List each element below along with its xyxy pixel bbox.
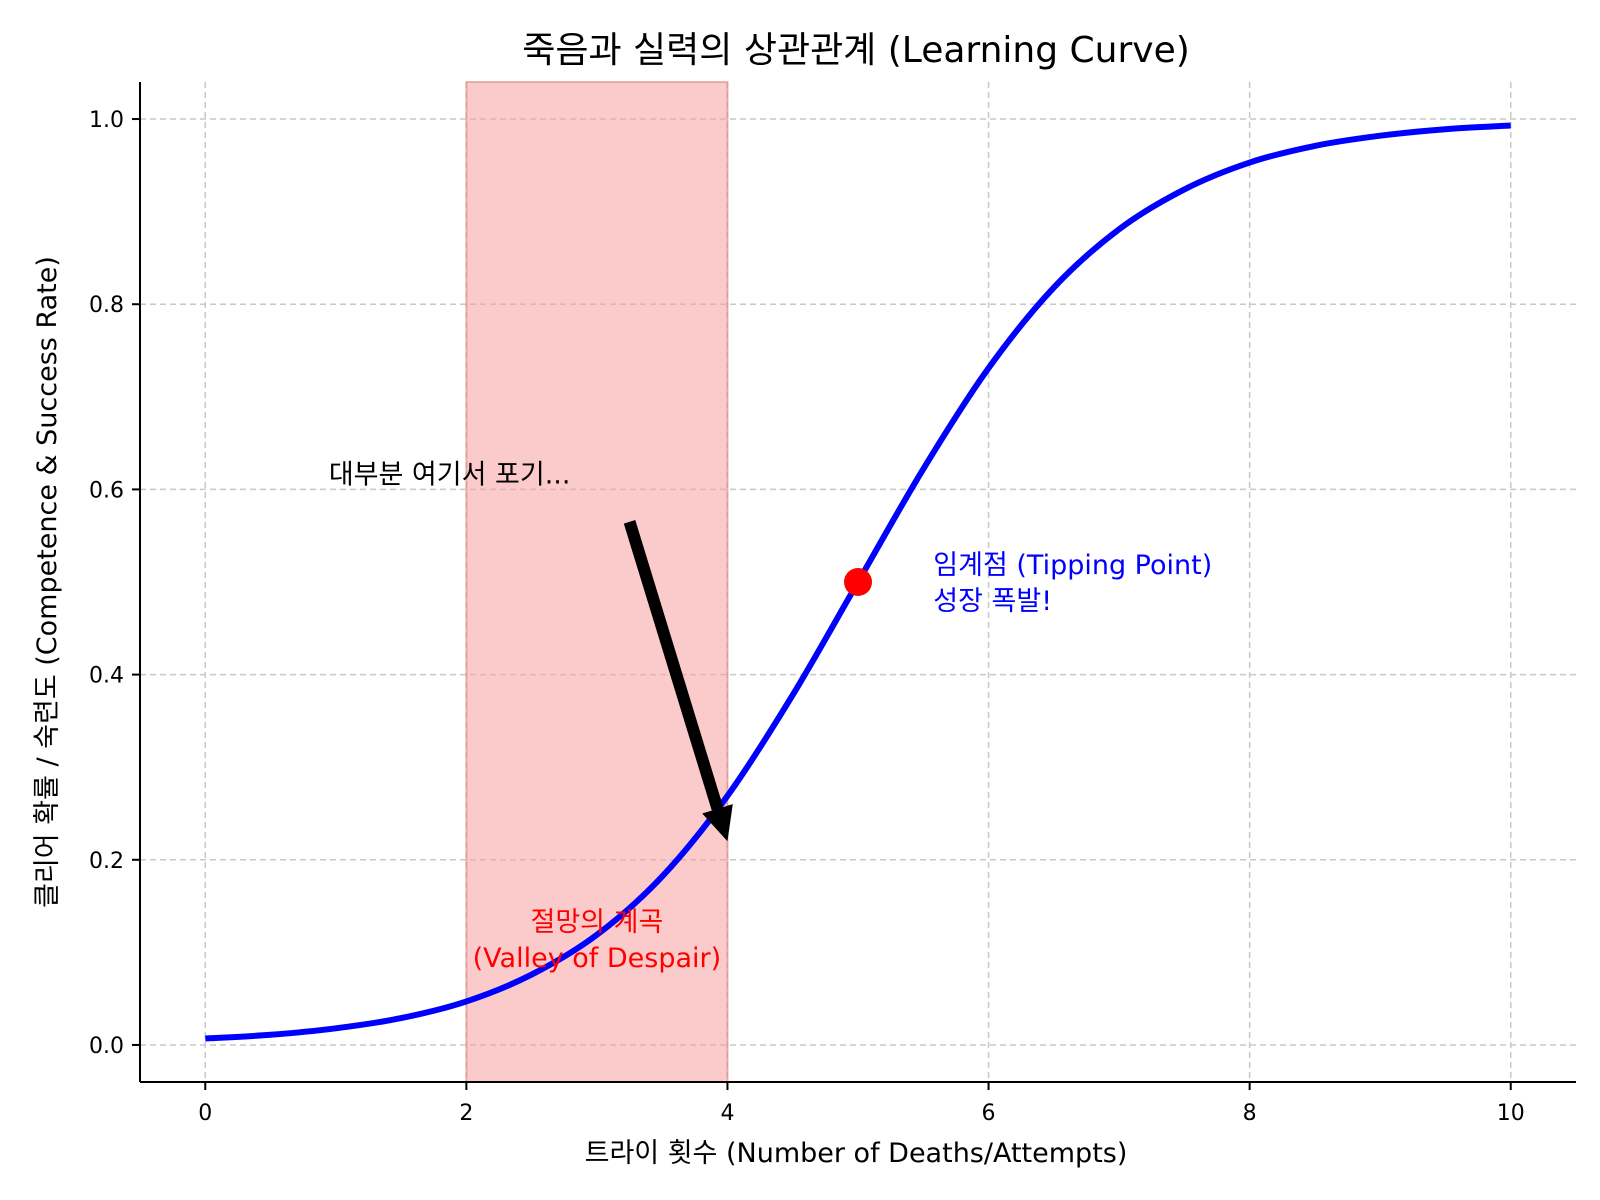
x-axis-label: 트라이 횟수 (Number of Deaths/Attempts) (585, 1138, 1128, 1169)
y-tick-label: 0.0 (89, 1034, 124, 1059)
valley-shaded-region (465, 81, 729, 1083)
x-tick-label: 8 (1243, 1101, 1257, 1126)
y-tick-label: 1.0 (89, 108, 124, 133)
axes (139, 82, 1576, 1083)
annotation-text: 절망의 계곡 (531, 907, 664, 938)
y-tick-label: 0.8 (89, 293, 124, 318)
annotation-text: (Valley of Despair) (473, 943, 722, 974)
x-tick-label: 6 (982, 1101, 996, 1126)
arrow-layer (623, 520, 733, 842)
x-tick-label: 0 (198, 1101, 212, 1126)
x-tick-label: 4 (720, 1101, 734, 1126)
y-axis-label: 클리어 확률 / 숙련도 (Competence & Success Rate) (32, 256, 63, 908)
x-tick-label: 10 (1497, 1101, 1525, 1126)
annotation-text: 대부분 여기서 포기... (329, 459, 571, 490)
annotations: 절망의 계곡 (Valley of Despair) 임계점 (Tipping Po… (329, 459, 1212, 974)
y-tick-label: 0.2 (89, 849, 124, 874)
annotation-arrow-shaft (623, 520, 724, 811)
series-layer (205, 122, 1511, 1042)
chart-title: 죽음과 실력의 상관관계 (Learning Curve) (522, 30, 1190, 71)
y-tick-label: 0.6 (89, 478, 124, 503)
annotation-text: 성장 폭발! (933, 586, 1052, 617)
x-tick-label: 2 (459, 1101, 473, 1126)
annotation-text: 임계점 (Tipping Point) (933, 550, 1212, 581)
ticks: 0 2 4 6 8 10 0.0 0.2 0.4 0.6 0.8 1.0 (89, 108, 1525, 1126)
annotation-arrow-head (702, 804, 733, 842)
tipping-point-marker (844, 568, 872, 596)
y-tick-label: 0.4 (89, 664, 124, 689)
